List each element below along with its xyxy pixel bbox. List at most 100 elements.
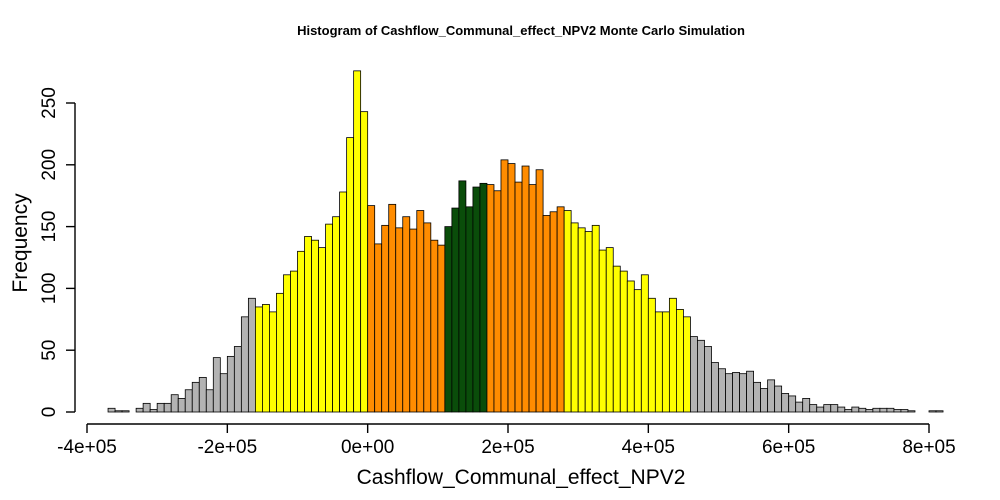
histogram-bar: [788, 395, 797, 413]
histogram-bar: [598, 249, 607, 413]
histogram-bars: [107, 70, 944, 413]
histogram-bar: [170, 394, 179, 413]
histogram-bar: [542, 215, 551, 413]
histogram-bar: [226, 355, 235, 413]
histogram-bar: [683, 316, 691, 413]
histogram-bar: [184, 389, 193, 413]
histogram-bar: [711, 362, 719, 413]
histogram-bar: [276, 292, 284, 413]
histogram-bar: [332, 216, 340, 413]
x-tick-label: 4e+05: [622, 437, 675, 458]
x-tick-label: 0e+00: [341, 437, 394, 458]
histogram-bar: [121, 410, 130, 413]
histogram-bar: [514, 181, 523, 413]
histogram-bar: [886, 407, 895, 413]
histogram-bar: [353, 70, 362, 413]
histogram-bar: [851, 406, 860, 413]
histogram-bar: [591, 224, 600, 413]
histogram-bar: [304, 236, 312, 413]
histogram-bar: [493, 190, 502, 413]
histogram-bar: [416, 210, 425, 413]
histogram-bar: [472, 186, 481, 413]
histogram-bar: [668, 297, 677, 413]
histogram-bar: [325, 223, 333, 413]
histogram-bar: [374, 243, 383, 413]
histogram-bar: [423, 222, 432, 413]
histogram-bar: [198, 376, 207, 413]
histogram-bar: [661, 311, 670, 413]
histogram-bar: [219, 373, 228, 413]
histogram-bar: [823, 404, 832, 413]
histogram-bar: [865, 409, 874, 413]
histogram-bar: [395, 227, 404, 413]
histogram-bar: [212, 357, 221, 413]
histogram-bar: [935, 410, 944, 413]
histogram-bar: [339, 191, 348, 413]
histogram-bar: [725, 373, 733, 413]
histogram-bar: [479, 182, 488, 413]
histogram-bar: [451, 207, 460, 413]
histogram-bar: [409, 228, 418, 413]
histogram-bar: [156, 402, 165, 413]
histogram-bar: [297, 250, 305, 413]
histogram-bar: [577, 227, 586, 413]
histogram-bar: [444, 226, 453, 413]
histogram-bar: [928, 410, 937, 413]
y-tick-label: 0: [39, 407, 60, 418]
histogram-bar: [697, 339, 705, 413]
histogram-bar: [893, 409, 902, 413]
histogram-bar: [640, 274, 649, 413]
y-axis: 0 50 100 150 200 250: [39, 87, 76, 418]
histogram-bar: [402, 216, 411, 413]
histogram-bar: [367, 205, 376, 413]
histogram-bar: [844, 409, 853, 413]
histogram-bar: [556, 206, 565, 413]
histogram-bar: [676, 309, 684, 413]
histogram-bar: [809, 404, 818, 413]
histogram-bar: [290, 270, 298, 413]
histogram-bar: [767, 379, 776, 413]
y-tick-label: 50: [39, 340, 60, 361]
x-tick-label: 6e+05: [762, 437, 815, 458]
histogram-bar: [654, 311, 663, 413]
histogram-bar: [879, 407, 888, 413]
histogram-bar: [507, 163, 516, 413]
histogram-bar: [612, 265, 621, 413]
histogram-bar: [205, 389, 214, 413]
histogram-bar: [149, 409, 158, 413]
histogram-bar: [549, 211, 558, 413]
histogram-bar: [647, 297, 656, 413]
histogram-bar: [381, 224, 390, 413]
y-tick-label: 150: [39, 211, 60, 243]
histogram-bar: [388, 203, 397, 413]
histogram-bar: [500, 159, 509, 413]
histogram-bar: [528, 184, 537, 413]
histogram-bar: [690, 336, 698, 413]
y-axis-label: Frequency: [9, 193, 32, 293]
histogram-bar: [240, 316, 249, 413]
histogram-bar: [781, 393, 790, 413]
histogram-bar: [458, 180, 467, 413]
y-tick-label: 250: [39, 87, 60, 119]
histogram-bar: [746, 370, 754, 413]
histogram-bar: [704, 346, 712, 413]
histogram-bar: [465, 206, 474, 413]
x-axis: -4e+05 -2e+05 0e+00 2e+05 4e+05 6e+05 8e+05: [57, 423, 956, 458]
histogram-bar: [233, 346, 242, 413]
histogram-bar: [311, 239, 319, 413]
histogram-bar: [816, 406, 825, 413]
y-tick-label: 200: [39, 149, 60, 181]
histogram-bar: [142, 402, 151, 413]
histogram-bar: [858, 407, 867, 413]
histogram-bar: [318, 247, 326, 413]
histogram-bar: [535, 169, 544, 413]
chart-title: Histogram of Cashflow_Communal_effect_NP…: [297, 23, 745, 38]
histogram-bar: [732, 372, 740, 413]
histogram-bar: [739, 373, 747, 413]
x-tick-label: 8e+05: [902, 437, 955, 458]
x-tick-label: 2e+05: [481, 437, 534, 458]
histogram-bar: [619, 270, 628, 413]
histogram-bar: [114, 410, 123, 413]
histogram-bar: [830, 404, 839, 413]
histogram-bar: [430, 239, 439, 413]
